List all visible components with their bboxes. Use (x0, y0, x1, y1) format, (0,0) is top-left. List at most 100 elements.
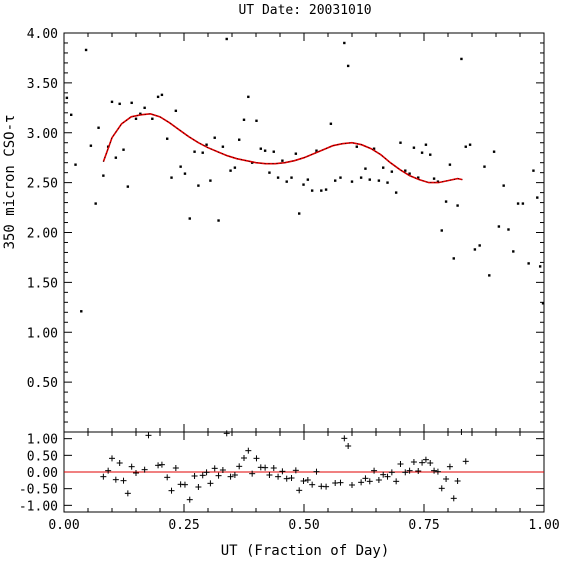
data-point (507, 228, 510, 231)
data-point (350, 180, 354, 183)
residual-point (443, 476, 450, 482)
data-point (298, 212, 301, 215)
residual-point (231, 472, 238, 478)
data-point (268, 171, 271, 174)
residual-y-tick-label: 0.00 (27, 466, 58, 481)
residual-point (341, 435, 348, 442)
data-point (134, 117, 138, 120)
residual-point (262, 464, 269, 471)
data-point (329, 122, 333, 125)
residual-point (124, 490, 131, 497)
residual-point (422, 456, 429, 463)
residual-point (380, 471, 387, 478)
data-point (263, 149, 267, 152)
residual-point (458, 429, 465, 435)
data-point (417, 176, 420, 179)
residual-point (393, 478, 400, 485)
residual-point (168, 487, 175, 494)
data-point (80, 310, 83, 313)
data-point (488, 274, 491, 277)
data-point (94, 202, 97, 205)
residual-point (158, 461, 165, 468)
residual-point (349, 482, 355, 488)
data-point (394, 191, 398, 194)
residual-panel: 0.00 0.25 0.50 0.75 1.001.000.500.00-0.50-1.… (19, 429, 560, 533)
residual-point (415, 468, 422, 474)
residual-y-tick-label: -1.00 (19, 499, 58, 514)
data-point (225, 37, 228, 41)
data-point (516, 202, 520, 205)
data-point (156, 95, 160, 99)
main-panel: 0.50 1.00 1.50 2.00 2.50 3.00 3.50 4.00 (27, 27, 545, 433)
data-point (285, 180, 288, 183)
residual-y-tick-label: 1.00 (27, 433, 58, 448)
data-point (201, 151, 204, 154)
residual-point (164, 474, 171, 481)
data-point (464, 145, 467, 148)
residual-point (191, 473, 198, 479)
residual-y-tick-label: 0.50 (27, 449, 58, 464)
residual-point (358, 479, 365, 486)
y-tick-label: 0.50 (27, 376, 58, 391)
data-point (377, 179, 381, 182)
y-tick-label: 2.50 (27, 177, 58, 192)
data-point (197, 184, 200, 187)
residual-point (241, 455, 247, 461)
residual-point (279, 468, 286, 475)
residual-point (199, 472, 206, 479)
residual-point (236, 463, 243, 470)
data-point (89, 144, 93, 147)
residual-point (304, 477, 311, 483)
residual-point (186, 496, 193, 503)
residual-point (227, 473, 234, 480)
residual-point (100, 473, 107, 480)
residual-point (128, 463, 135, 470)
data-point (294, 152, 298, 155)
y-tick-label: 1.00 (27, 326, 58, 341)
data-point (444, 200, 448, 203)
data-point (247, 95, 250, 99)
residual-point (253, 455, 260, 462)
data-point (213, 136, 216, 139)
residual-point (141, 466, 148, 473)
y-tick-label: 3.50 (27, 77, 58, 92)
data-point (483, 165, 486, 168)
data-point (460, 57, 463, 61)
data-point (160, 93, 164, 97)
data-point (390, 170, 394, 173)
data-point (139, 112, 142, 115)
data-point (306, 178, 310, 181)
data-point (233, 166, 237, 169)
data-point (448, 163, 452, 166)
residual-y-tick-label: -0.50 (19, 483, 58, 498)
data-point (372, 147, 376, 150)
residual-point (362, 475, 369, 482)
residual-point (434, 468, 441, 475)
data-point (452, 257, 455, 260)
data-point (532, 169, 535, 172)
main-frame (63, 32, 545, 433)
data-point (492, 150, 496, 153)
residual-point (406, 467, 413, 474)
residual-point (275, 473, 282, 480)
data-point (290, 176, 293, 179)
data-point (382, 166, 385, 169)
residual-point (375, 477, 382, 483)
data-point (255, 119, 258, 122)
data-point (276, 176, 280, 179)
residual-point (332, 480, 339, 486)
x-tick-label: 0.00 (48, 518, 79, 533)
data-point (183, 172, 187, 175)
data-point (346, 64, 350, 68)
y-tick-label: 3.00 (27, 127, 58, 142)
data-point (209, 179, 212, 182)
data-point (424, 143, 428, 146)
data-point (541, 302, 545, 305)
data-point (420, 151, 424, 154)
data-point (143, 106, 146, 110)
data-point (527, 262, 530, 265)
data-point (521, 202, 525, 205)
fit-curve-overlay (103, 113, 463, 183)
residual-point (345, 443, 352, 449)
